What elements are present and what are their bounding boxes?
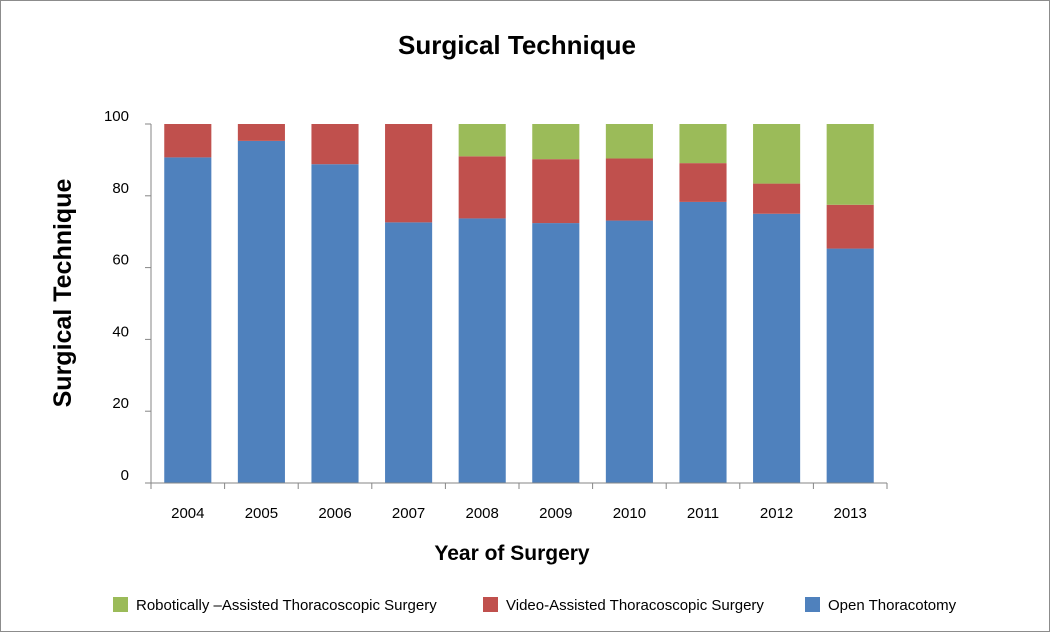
bar-vats-2004 xyxy=(164,124,212,158)
bar-vats-2011 xyxy=(679,163,727,202)
legend-swatch-vats xyxy=(483,597,498,612)
y-axis-title: Surgical Technique xyxy=(49,179,77,408)
bar-vats-2009 xyxy=(532,159,580,224)
y-axis: 0 20 40 60 80 100 xyxy=(104,108,152,484)
bar-vats-2012 xyxy=(753,183,801,214)
bar-open-2007 xyxy=(385,222,433,483)
bar-open-2008 xyxy=(458,218,506,484)
bar-open-2013 xyxy=(826,248,874,483)
bar-open-2012 xyxy=(753,213,801,483)
bar-rats-2013 xyxy=(826,124,874,205)
bar-rats-2011 xyxy=(679,124,727,164)
x-tick-label: 2013 xyxy=(834,505,867,522)
x-tick-label: 2005 xyxy=(245,505,278,522)
y-tick-label: 40 xyxy=(112,323,129,340)
bar-rats-2012 xyxy=(753,124,801,184)
bar-rats-2009 xyxy=(532,124,580,160)
y-tick-label: 100 xyxy=(104,108,129,125)
y-tick-label: 60 xyxy=(112,252,129,269)
bar-group xyxy=(164,124,874,484)
x-tick-label: 2009 xyxy=(539,505,572,522)
bar-open-2011 xyxy=(679,201,727,483)
legend-label-rats: Robotically –Assisted Thoracoscopic Surg… xyxy=(136,597,437,614)
bar-vats-2010 xyxy=(605,158,653,221)
bar-open-2005 xyxy=(237,140,285,483)
x-tick-label: 2004 xyxy=(171,505,204,522)
x-tick-label: 2012 xyxy=(760,505,793,522)
bar-rats-2010 xyxy=(605,124,653,159)
chart-title: Surgical Technique xyxy=(398,30,636,60)
bar-vats-2007 xyxy=(385,124,433,223)
bar-open-2009 xyxy=(532,223,580,483)
bar-open-2004 xyxy=(164,157,212,483)
x-axis: 2004 2005 2006 2007 2008 2009 2010 2011 2012 2013 xyxy=(150,482,888,522)
bar-vats-2005 xyxy=(237,124,285,141)
y-tick-label: 0 xyxy=(121,467,129,484)
x-tick-label: 2010 xyxy=(613,505,646,522)
x-tick-label: 2006 xyxy=(318,505,351,522)
legend: Robotically –Assisted Thoracoscopic Surg… xyxy=(113,597,957,614)
legend-swatch-open xyxy=(805,597,820,612)
x-axis-title: Year of Surgery xyxy=(434,542,590,565)
legend-swatch-rats xyxy=(113,597,128,612)
x-tick-label: 2007 xyxy=(392,505,425,522)
legend-label-vats: Video-Assisted Thoracoscopic Surgery xyxy=(506,597,764,614)
bar-open-2010 xyxy=(605,220,653,483)
legend-label-open: Open Thoracotomy xyxy=(828,597,957,614)
y-tick-label: 20 xyxy=(112,395,129,412)
bar-vats-2013 xyxy=(826,204,874,249)
y-tick-label: 80 xyxy=(112,180,129,197)
bar-open-2006 xyxy=(311,164,359,483)
x-tick-label: 2008 xyxy=(466,505,499,522)
bar-vats-2008 xyxy=(458,156,506,219)
x-tick-label: 2011 xyxy=(687,505,719,522)
bar-vats-2006 xyxy=(311,124,359,165)
bar-rats-2008 xyxy=(458,124,506,157)
